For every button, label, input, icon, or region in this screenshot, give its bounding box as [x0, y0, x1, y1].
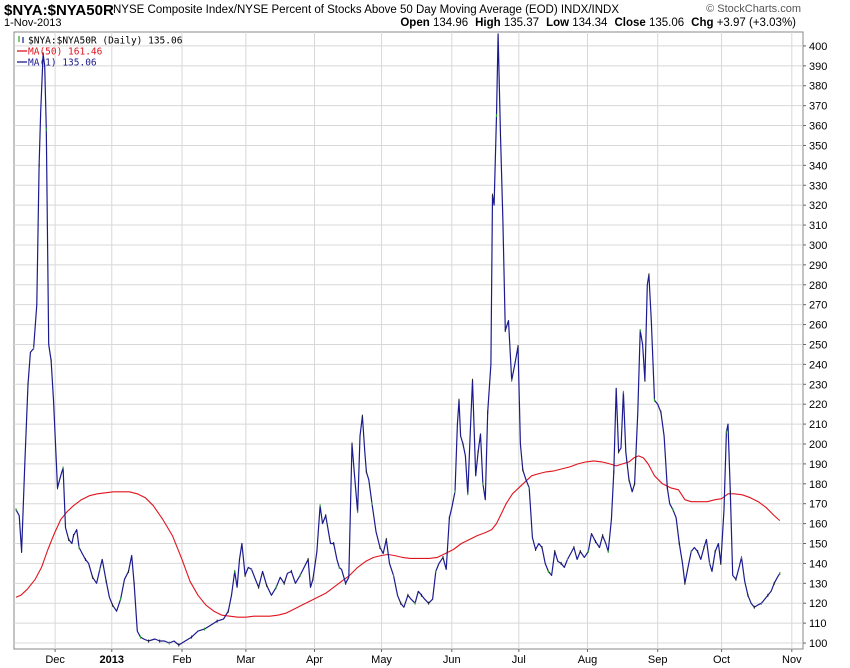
- x-axis: Dec 2013 Feb Mar Apr May Jun Jul Aug Sep Oct Nov: [45, 649, 802, 666]
- legend-label: MA(1) 135.06: [28, 58, 97, 69]
- y-tick-label: 220: [809, 399, 827, 411]
- y-tick-label: 190: [809, 459, 827, 471]
- series-layer: [15, 33, 781, 647]
- y-tick-label: 300: [809, 240, 827, 252]
- chart-date: 1-Nov-2013: [4, 17, 62, 29]
- y-tick-label: 100: [809, 638, 827, 650]
- x-tick-label: Oct: [713, 654, 730, 666]
- y-tick-label: 360: [809, 121, 827, 133]
- chart-header: $NYA:$NYA50R NYSE Composite Index/NYSE P…: [0, 0, 850, 32]
- x-tick-label: Sep: [648, 654, 668, 666]
- y-tick-label: 240: [809, 359, 827, 371]
- stat-label-low: Low: [546, 17, 573, 29]
- y-tick-label: 370: [809, 101, 827, 113]
- x-tick-label: Apr: [306, 654, 323, 666]
- y-tick-label: 340: [809, 160, 827, 172]
- x-tick-label: Mar: [236, 654, 255, 666]
- y-tick-label: 310: [809, 220, 827, 232]
- vertical-gridlines: [54, 32, 793, 649]
- horizontal-gridlines: [14, 45, 803, 644]
- y-tick-label: 150: [809, 539, 827, 551]
- stat-value-high: 135.37: [503, 17, 540, 29]
- y-tick-label: 390: [809, 61, 827, 73]
- y-tick-label: 160: [809, 519, 827, 531]
- x-tick-label: Dec: [45, 654, 65, 666]
- y-tick-label: 200: [809, 439, 827, 451]
- legend-label: $NYA:$NYA50R (Daily) 135.06: [28, 36, 183, 47]
- stat-value-low: 134.34: [572, 17, 608, 29]
- stat-label-high: High: [475, 17, 504, 29]
- y-tick-label: 120: [809, 598, 827, 610]
- y-tick-label: 380: [809, 81, 827, 93]
- y-tick-label: 110: [809, 618, 827, 630]
- stat-label-chg: Chg: [691, 17, 717, 29]
- stat-value-chg: +3.97 (+3.03%): [716, 17, 796, 29]
- y-tick-label: 330: [809, 180, 827, 192]
- y-tick-label: 230: [809, 379, 827, 391]
- y-tick-label: 180: [809, 479, 827, 491]
- x-tick-label: May: [371, 654, 392, 666]
- plot-frame: [13, 31, 804, 650]
- y-tick-label: 260: [809, 320, 827, 332]
- y-tick-label: 170: [809, 499, 827, 511]
- x-tick-label: Aug: [578, 654, 598, 666]
- x-tick-label: Jun: [443, 654, 461, 666]
- y-tick-label: 210: [809, 419, 827, 431]
- legend-label: MA(50) 161.46: [28, 47, 103, 58]
- x-tick-label: Jul: [512, 654, 526, 666]
- series-line-ma-50: [15, 455, 781, 618]
- y-tick-label: 400: [809, 41, 827, 53]
- stat-value-close: 135.06: [648, 17, 685, 29]
- x-tick-label: Feb: [173, 654, 192, 666]
- y-tick-label: 250: [809, 339, 827, 351]
- x-tick-label: 2013: [100, 654, 124, 666]
- price-stats: Open 134.96 High 135.37 Low 134.34 Close 13…: [400, 17, 803, 29]
- y-tick-label: 350: [809, 140, 827, 152]
- y-tick-label: 270: [809, 300, 827, 312]
- stat-label-close: Close: [614, 17, 649, 29]
- y-tick-label: 290: [809, 260, 827, 272]
- stat-label-open: Open: [400, 17, 433, 29]
- y-tick-label: 280: [809, 280, 827, 292]
- y-tick-label: 140: [809, 558, 827, 570]
- watermark-text: © StockCharts.com: [706, 3, 801, 15]
- chart-symbol: $NYA:$NYA50R: [4, 2, 114, 19]
- chart-description: NYSE Composite Index/NYSE Percent of Sto…: [113, 4, 620, 16]
- y-tick-label: 320: [809, 200, 827, 212]
- x-tick-label: Nov: [782, 654, 802, 666]
- y-axis: 100 110 120 130 140 150 160 170 180 190 200 210 220 2…: [803, 41, 827, 650]
- y-tick-label: 130: [809, 578, 827, 590]
- stat-value-open: 134.96: [432, 17, 469, 29]
